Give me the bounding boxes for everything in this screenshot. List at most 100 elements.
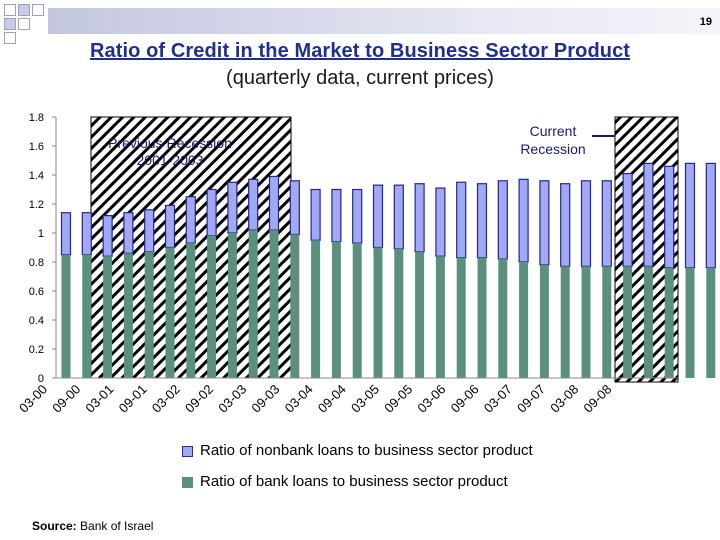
bar-nonbank: [560, 183, 571, 267]
bar-nonbank: [227, 181, 238, 234]
bar-nonbank: [580, 180, 592, 267]
bar-bank: [706, 267, 716, 378]
x-tick-label: 03-02: [149, 382, 183, 416]
bar-nonbank: [206, 188, 217, 237]
bar-bank: [82, 254, 92, 378]
bar-bank: [477, 257, 487, 378]
y-tick-label: 1.6: [29, 141, 44, 153]
x-tick-label: 03-04: [282, 382, 316, 416]
bar-bank: [290, 234, 300, 378]
x-tick-label: 09-07: [514, 382, 548, 416]
bar-bank: [248, 230, 258, 378]
y-tick-label: 0.8: [29, 257, 44, 269]
x-tick-label: 03-07: [481, 382, 515, 416]
bar-nonbank: [81, 212, 92, 256]
x-tick-label: 09-06: [448, 382, 482, 416]
source-note: Source: Bank of Israel: [32, 519, 153, 533]
bar-bank: [498, 259, 508, 378]
bar-nonbank: [393, 184, 404, 250]
bar-bank: [602, 266, 612, 378]
legend-label-nonbank: Ratio of nonbank loans to business secto…: [200, 442, 533, 459]
x-tick-label: 09-04: [315, 382, 349, 416]
bar-bank: [415, 251, 425, 378]
y-tick-label: 1.4: [29, 170, 44, 182]
bar-nonbank: [643, 162, 654, 267]
annotation-current-recession: Current: [530, 123, 577, 139]
chart-title: Ratio of Credit in the Market to Busines…: [89, 40, 631, 62]
bar-bank: [227, 233, 237, 378]
source-label: Source:: [32, 519, 77, 533]
bar-nonbank: [664, 165, 675, 269]
bar-bank: [664, 267, 674, 378]
bar-bank: [581, 266, 591, 378]
bar-nonbank: [60, 212, 72, 256]
bar-nonbank: [289, 180, 300, 236]
bar-bank: [123, 253, 133, 378]
bar-nonbank: [414, 183, 425, 253]
bar-bank: [623, 266, 633, 378]
bar-nonbank: [185, 196, 196, 244]
bar-nonbank: [372, 184, 384, 249]
bar-nonbank: [248, 178, 259, 231]
bar-bank: [643, 266, 653, 378]
bar-bank: [394, 248, 404, 378]
x-tick-label: 09-03: [248, 382, 282, 416]
header-gradient-bar: [48, 8, 720, 34]
bar-nonbank: [123, 212, 134, 254]
slide-number: 19: [699, 16, 712, 28]
bar-nonbank: [539, 180, 550, 266]
y-tick-label: 0.6: [29, 286, 44, 298]
bar-nonbank: [518, 178, 529, 263]
bar-bank: [144, 251, 154, 378]
y-tick-label: 0.4: [29, 315, 44, 327]
bar-bank: [373, 247, 383, 378]
x-tick-label: 03-00: [16, 382, 50, 416]
x-tick-label: 09-05: [381, 382, 415, 416]
bar-bank: [331, 241, 341, 378]
bar-bank: [165, 247, 175, 378]
y-tick-label: 0: [38, 373, 44, 385]
bar-nonbank: [705, 162, 716, 269]
x-tick-label: 09-00: [49, 382, 83, 416]
source-text: Bank of Israel: [80, 519, 154, 533]
bar-bank: [560, 266, 570, 378]
x-tick-label: 03-01: [82, 382, 116, 416]
legend-swatch-nonbank: [182, 446, 193, 457]
bar-bank: [186, 243, 196, 378]
bar-bank: [61, 254, 71, 378]
chart-legend: Ratio of nonbank loans to business secto…: [92, 438, 676, 496]
bar-bank: [685, 267, 695, 378]
bar-nonbank: [601, 180, 612, 267]
y-tick-label: 1.2: [29, 199, 44, 211]
bar-nonbank: [435, 187, 446, 257]
corner-square: [4, 4, 16, 16]
chart-subtitle: (quarterly data, current prices): [226, 67, 494, 89]
bar-nonbank: [164, 204, 176, 249]
legend-swatch-bank: [182, 477, 193, 488]
bar-nonbank: [268, 175, 280, 231]
x-tick-label: 03-06: [414, 382, 448, 416]
bar-nonbank: [497, 180, 508, 260]
bar-nonbank: [622, 172, 633, 267]
bar-nonbank: [310, 188, 321, 241]
annotation-current-recession: Recession: [520, 141, 585, 157]
bar-bank: [311, 240, 321, 378]
bar-nonbank: [144, 209, 155, 253]
bar-nonbank: [476, 183, 488, 259]
y-tick-label: 1.8: [29, 112, 44, 124]
bar-bank: [456, 257, 466, 378]
annotation-current-box: [506, 120, 600, 160]
bar-bank: [269, 230, 279, 378]
bar-bank: [539, 264, 549, 378]
bar-nonbank: [352, 188, 363, 244]
bar-bank: [103, 256, 113, 378]
y-tick-label: 0.2: [29, 344, 44, 356]
y-tick-label: 1: [38, 228, 44, 240]
annotation-previous-recession: 2001-2003: [137, 152, 204, 168]
x-tick-label: 09-02: [182, 382, 216, 416]
bar-bank: [352, 243, 362, 378]
legend-label-bank: Ratio of bank loans to business sector p…: [200, 473, 508, 490]
x-tick-label: 09-01: [116, 382, 150, 416]
bar-bank: [435, 256, 445, 378]
